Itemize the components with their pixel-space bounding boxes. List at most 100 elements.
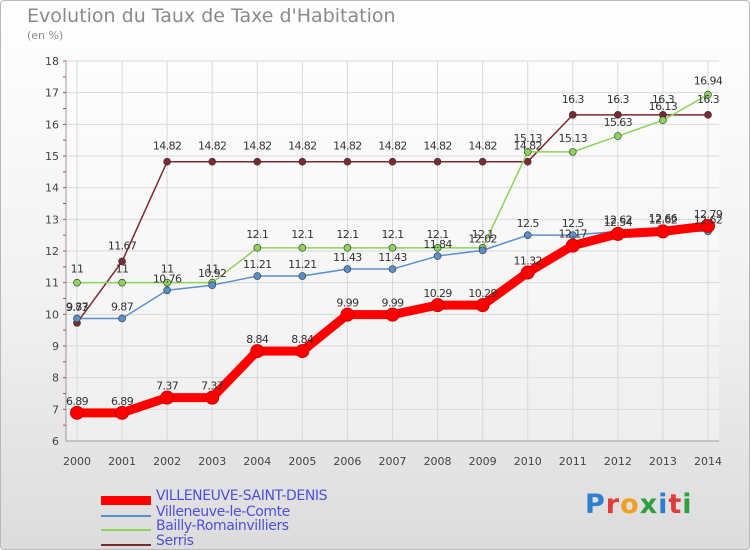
data-point [565,238,580,253]
y-tick-label: 7 [52,403,59,416]
y-tick-label: 16 [45,118,59,131]
data-label: 9.99 [336,297,359,310]
data-label: 12.66 [649,212,678,225]
data-label: 12.1 [472,228,494,241]
data-point [568,111,577,119]
data-point [253,244,262,252]
data-point [655,224,670,239]
data-label: 15.63 [604,116,633,129]
data-point [475,298,490,313]
data-label: 12.5 [562,217,585,230]
data-label: 12.1 [246,228,268,241]
data-label: 11.43 [333,251,362,264]
data-point [520,265,535,280]
data-label: 15.13 [559,132,588,145]
y-tick-label: 10 [45,308,59,321]
x-tick-label: 2003 [198,455,226,468]
data-point [704,90,712,99]
y-tick-label: 14 [45,182,59,195]
y-tick-label: 6 [52,435,59,448]
legend-swatch [101,544,151,546]
data-point [298,272,307,280]
data-point [701,218,715,233]
data-label: 10.92 [198,267,227,280]
data-label: 8.84 [291,333,314,346]
data-label: 15.13 [513,132,542,145]
x-tick-label: 2001 [108,455,136,468]
data-point [388,157,397,166]
data-label: 14.82 [378,140,407,153]
data-label: 6.89 [111,395,134,408]
data-label: 16.3 [697,93,720,106]
data-point [343,157,352,166]
logo-letter: t [668,489,683,520]
data-label: 6.89 [66,395,89,408]
data-point [433,244,442,252]
data-point [523,148,532,156]
data-label: 10.29 [423,287,452,300]
data-point [118,257,126,266]
data-point [388,244,397,252]
data-point [298,244,307,252]
data-label: 12.62 [649,213,678,226]
data-label: 9.87 [66,300,89,313]
y-tick-label: 12 [45,245,59,258]
data-label: 16.94 [694,75,723,88]
data-label: 14.82 [198,140,227,153]
data-label: 12.79 [694,208,723,221]
y-tick-label: 15 [45,150,59,163]
data-point [430,298,445,313]
data-label: 16.3 [562,93,585,106]
proxiti-logo: Proxiti [585,489,693,520]
data-point [568,148,577,156]
data-label: 10.76 [153,272,182,285]
data-point [163,286,171,295]
x-tick-label: 2005 [288,455,316,468]
data-point [208,281,217,290]
y-tick-label: 13 [45,213,59,226]
chart-subtitle: (en %) [27,29,64,42]
data-point [610,226,625,241]
data-label: 11 [206,263,219,276]
data-label: 12.5 [517,217,540,230]
data-label: 9.87 [111,300,134,313]
data-label: 12.1 [336,228,358,241]
legend-swatch [101,495,151,505]
legend-swatch [101,515,151,517]
data-point [433,252,442,260]
y-tick-label: 17 [45,87,59,100]
data-label: 11.32 [513,255,542,268]
x-tick-label: 2000 [63,455,91,468]
data-point [343,244,352,252]
data-label: 12.54 [604,216,633,229]
data-label: 9.73 [66,301,89,314]
x-tick-label: 2013 [649,455,677,468]
data-label: 11 [116,263,129,276]
x-tick-label: 2008 [424,455,452,468]
legend-label: Bailly-Romainvilliers [156,518,289,534]
x-tick-label: 2011 [559,455,587,468]
legend-label: Serris [156,533,194,549]
logo-letter: o [620,489,640,520]
legend-label: Villeneuve-le-Comte [156,504,290,520]
data-point [523,231,532,239]
data-point [614,132,622,140]
data-label: 14.82 [333,140,362,153]
data-point [478,157,487,166]
data-label: 11.43 [378,251,407,264]
data-label: 12.1 [381,228,403,241]
data-label: 12.62 [694,213,723,226]
data-point [385,307,400,322]
logo-letter: i [658,489,669,520]
data-label: 11 [161,263,174,276]
logo-letter: x [639,489,659,520]
data-point [118,314,126,323]
data-point [118,278,126,287]
data-point [253,272,262,280]
data-label: 14.82 [423,140,452,153]
data-label: 14.82 [468,140,497,153]
data-point [70,405,84,420]
data-point [208,157,217,166]
